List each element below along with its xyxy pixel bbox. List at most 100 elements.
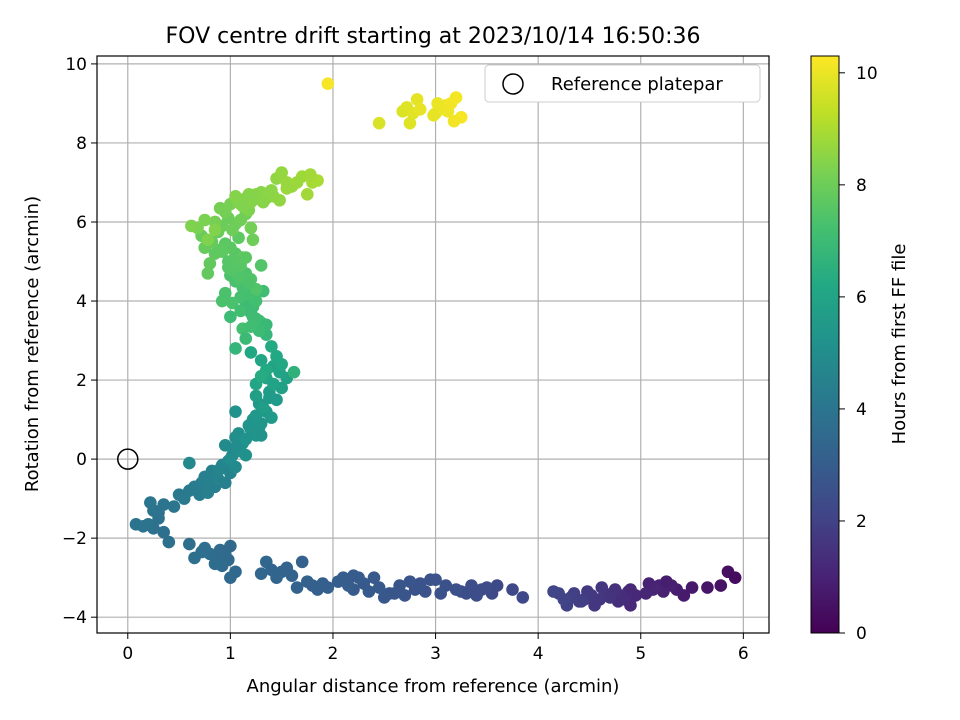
data-point (295, 555, 309, 569)
colorbar: 0 2 4 6 8 10 Hours from first FF file (810, 55, 910, 644)
data-point (224, 310, 237, 324)
data-point (265, 340, 278, 353)
x-tick-label: 4 (533, 644, 544, 664)
y-tick-label: 8 (76, 134, 87, 154)
data-point (377, 591, 391, 604)
y-tick-label: −2 (62, 529, 87, 549)
data-point (246, 310, 260, 324)
colorbar-tick-label: 2 (856, 512, 867, 532)
data-point (254, 429, 268, 442)
data-point (427, 108, 440, 122)
data-point (162, 535, 176, 549)
data-point (642, 577, 656, 590)
data-point (167, 500, 181, 513)
x-tick-label: 6 (738, 644, 749, 664)
data-point (201, 233, 215, 247)
data-point (265, 411, 278, 424)
data-point (595, 581, 609, 594)
data-point (624, 583, 637, 596)
data-point (470, 589, 483, 602)
data-point (447, 114, 461, 128)
chart-title: FOV centre drift starting at 2023/10/14 … (166, 24, 701, 49)
data-point (188, 551, 201, 565)
x-tick-label: 1 (225, 644, 236, 664)
data-point (244, 320, 258, 334)
data-point (441, 105, 455, 118)
data-point (263, 391, 276, 405)
data-point (701, 581, 714, 594)
data-point (183, 537, 196, 551)
y-tick-label: −4 (62, 608, 87, 628)
data-point (660, 575, 673, 588)
data-point (249, 389, 263, 403)
data-point (265, 563, 278, 577)
data-point (372, 116, 386, 130)
data-point (232, 271, 245, 284)
data-point (410, 93, 424, 106)
data-point (157, 498, 170, 511)
data-point (267, 377, 280, 391)
colorbar-tick-label: 6 (856, 288, 867, 308)
data-point (588, 599, 601, 612)
data-point (242, 276, 256, 290)
data-point (254, 354, 268, 367)
data-point (208, 223, 222, 237)
data-point (347, 569, 360, 582)
data-point (403, 575, 417, 588)
data-point (388, 587, 401, 600)
data-point (224, 452, 237, 466)
data-point (201, 486, 215, 500)
legend-box (484, 64, 761, 103)
data-point (157, 525, 170, 539)
y-axis-label: Rotation from reference (arcmin) (22, 196, 43, 492)
data-point (506, 583, 519, 596)
colorbar-ticks: 0 2 4 6 8 10 (839, 64, 878, 644)
data-point (185, 219, 198, 233)
data-point (367, 571, 381, 584)
data-point (246, 233, 260, 247)
data-point (431, 97, 444, 110)
data-point (244, 346, 258, 359)
data-point (203, 257, 217, 270)
data-point (304, 168, 317, 181)
y-ticks: −4 −2 0 2 4 6 8 10 (62, 55, 97, 628)
data-point (639, 587, 653, 600)
data-point (224, 539, 237, 553)
data-point (239, 433, 253, 446)
data-point (242, 419, 256, 432)
data-point (239, 251, 253, 264)
data-point (239, 332, 253, 345)
data-point (254, 259, 268, 272)
data-point (449, 91, 463, 104)
reference-platepar-marker (117, 448, 139, 470)
data-point (229, 440, 242, 454)
data-point (244, 221, 258, 235)
data-point (208, 557, 222, 571)
data-point (331, 575, 345, 588)
data-point (229, 342, 242, 355)
data-point (234, 304, 247, 318)
colorbar-tick-label: 10 (856, 64, 878, 84)
data-point (287, 365, 301, 379)
data-point (547, 585, 560, 598)
data-point (728, 571, 742, 584)
data-point (714, 579, 728, 592)
data-point (229, 189, 242, 203)
x-tick-label: 0 (122, 644, 133, 664)
colorbar-tick-label: 4 (856, 400, 867, 420)
legend: Reference platepar (484, 64, 761, 103)
data-point (403, 116, 417, 130)
data-point (372, 581, 386, 594)
data-point (242, 188, 256, 201)
data-point (129, 518, 143, 531)
y-tick-label: 6 (76, 213, 87, 233)
data-point (218, 476, 232, 490)
data-point (213, 201, 227, 215)
data-point (316, 577, 330, 590)
data-point (413, 103, 427, 116)
x-axis-label: Angular distance from reference (arcmin) (247, 676, 620, 697)
data-point (218, 438, 232, 452)
data-point (254, 369, 268, 383)
y-tick-label: 2 (76, 371, 87, 391)
data-point (229, 405, 242, 418)
